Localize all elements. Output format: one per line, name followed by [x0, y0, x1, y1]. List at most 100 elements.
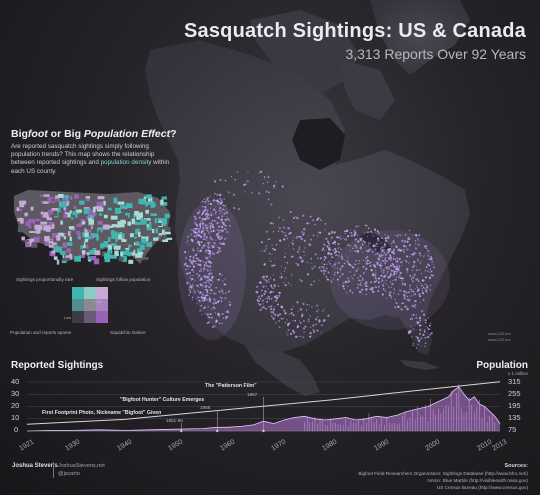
sighting-dot: [271, 244, 273, 246]
source-line[interactable]: Bigfoot Field Researchers Organization: …: [358, 471, 528, 476]
sighting-dot: [290, 308, 293, 311]
county-cell: [44, 230, 50, 236]
sighting-dot: [350, 231, 353, 234]
sighting-dot: [320, 331, 322, 334]
sighting-dot: [377, 237, 380, 240]
sighting-dot: [212, 245, 215, 248]
sighting-dot: [388, 258, 391, 260]
sighting-dot: [378, 255, 381, 258]
sighting-dot: [349, 290, 351, 293]
sighting-dot: [400, 302, 403, 305]
author-site-link[interactable]: JoshuaStevens.net: [58, 463, 105, 469]
sighting-dot: [260, 289, 263, 292]
sighting-dot: [405, 260, 408, 263]
sighting-dot: [193, 215, 196, 218]
legend-cell: [72, 287, 84, 299]
sighting-dot: [322, 271, 324, 273]
sighting-dot: [393, 272, 395, 274]
sighting-dot: [195, 232, 197, 235]
sighting-dot: [425, 283, 427, 286]
sighting-dot: [427, 270, 429, 273]
sighting-dot: [221, 322, 223, 324]
county-cell: [19, 200, 25, 204]
author-handle-link[interactable]: @jscarto: [58, 471, 80, 477]
sighting-dot: [318, 279, 320, 281]
sighting-dot: [338, 251, 340, 253]
sighting-dot: [206, 199, 208, 201]
sighting-dot: [362, 272, 365, 275]
source-line[interactable]: US Census Bureau (http://www.census.gov): [436, 485, 528, 490]
sighting-dot: [423, 329, 426, 332]
sighting-dot: [276, 303, 279, 306]
sighting-dot: [271, 247, 274, 250]
y-tick-left: 20: [11, 401, 20, 410]
sighting-dot: [328, 232, 331, 235]
county-cell: [48, 226, 52, 229]
sighting-dot: [207, 227, 209, 229]
county-cell: [120, 252, 124, 257]
sighting-dot: [210, 212, 212, 214]
sighting-dot: [190, 275, 192, 277]
sighting-dot: [257, 296, 260, 299]
county-cell: [85, 198, 90, 202]
sighting-dot: [394, 234, 396, 236]
sighting-dot: [211, 325, 214, 329]
sighting-dot: [210, 257, 212, 259]
county-cell: [103, 243, 108, 248]
sighting-dot: [222, 222, 225, 226]
county-cell: [30, 238, 35, 241]
sighting-dot: [218, 207, 221, 210]
sighting-dot: [317, 231, 319, 233]
sighting-dot: [229, 301, 231, 304]
sighting-dot: [409, 318, 412, 321]
county-cell: [128, 234, 131, 239]
sighting-dot: [410, 295, 412, 297]
sighting-dot: [425, 321, 427, 324]
sighting-dot: [409, 287, 411, 289]
sighting-dot: [295, 237, 298, 239]
sighting-dot: [414, 243, 417, 245]
sighting-dot: [369, 242, 371, 245]
county-cell: [113, 246, 118, 250]
sighting-dot: [209, 224, 211, 226]
sighting-dot: [322, 247, 325, 250]
sighting-dot: [383, 269, 385, 271]
sighting-dot: [302, 302, 305, 305]
sighting-dot: [421, 345, 423, 347]
county-cell: [26, 239, 33, 244]
sighting-dot: [204, 285, 207, 287]
sighting-dot: [408, 298, 411, 301]
sighting-dot: [316, 235, 319, 237]
sighting-dot: [384, 290, 386, 292]
sighting-dot: [204, 261, 208, 265]
sighting-dot: [423, 286, 425, 289]
sighting-dot: [200, 235, 203, 239]
sighting-dot: [203, 266, 205, 268]
sighting-dot: [303, 228, 306, 231]
sighting-dot: [349, 271, 352, 273]
sighting-dot: [412, 276, 414, 278]
sighting-dot: [374, 275, 376, 278]
sighting-dot: [374, 286, 377, 288]
sighting-dot: [202, 232, 205, 234]
sighting-dot: [202, 276, 204, 278]
sighting-dot: [370, 281, 373, 284]
county-cell: [107, 204, 115, 207]
sighting-dot: [221, 274, 223, 276]
sighting-dot: [312, 324, 315, 327]
sighting-dot: [195, 236, 198, 238]
source-line[interactable]: NASA: Blue Marble (http://visibleearth.n…: [427, 478, 528, 483]
sighting-dot: [372, 235, 375, 237]
sighting-dot: [286, 333, 289, 336]
sighting-dot: [375, 261, 378, 264]
sighting-dot: [400, 261, 403, 264]
sighting-dot: [393, 292, 395, 294]
sighting-dot: [340, 248, 343, 251]
sighting-dot: [188, 265, 191, 268]
county-cell: [36, 218, 40, 222]
sighting-dot: [411, 266, 414, 269]
sighting-dot: [303, 239, 306, 243]
county-cell: [63, 213, 68, 218]
county-cell: [60, 220, 63, 225]
sighting-dot: [359, 281, 362, 284]
